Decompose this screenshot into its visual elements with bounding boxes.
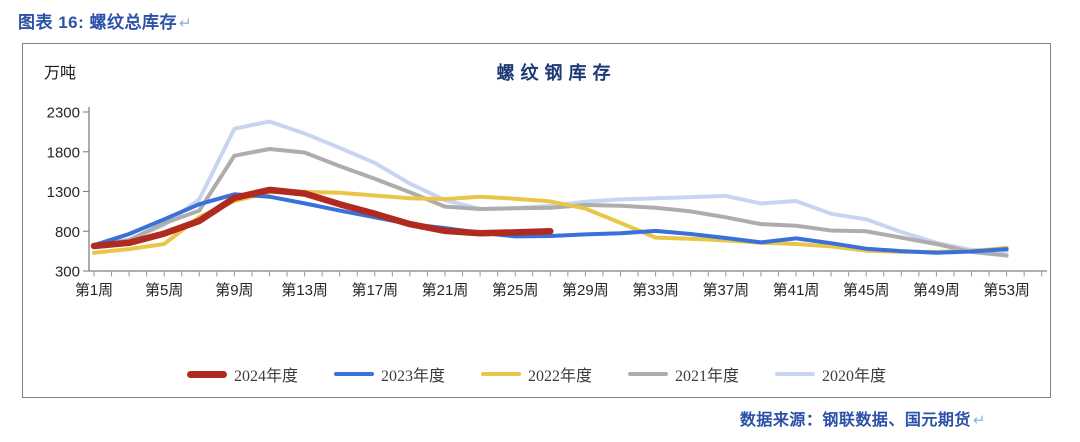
y-axis: 300 800 1300 1800 2300 xyxy=(47,105,89,281)
paragraph-return-icon: ↵ xyxy=(179,15,193,32)
x-axis: 第1周 第5周 第9周 第13周 第17周 第21周 第25周 第29周 第33周 第37周 第41… xyxy=(75,271,1043,299)
y-tick-label: 300 xyxy=(55,264,80,281)
x-tick-label: 第21周 xyxy=(422,281,469,299)
figure-caption: 图表 16: 螺纹总库存 ↵ xyxy=(18,8,192,33)
data-source-text: 数据来源：钢联数据、国元期货 xyxy=(739,412,971,429)
figure-caption-text: 图表 16: 螺纹总库存 xyxy=(18,13,178,32)
data-source: 数据来源：钢联数据、国元期货 ↵ xyxy=(740,406,986,430)
line-chart-canvas: 300800130018002300第1周 第5周 第9周 第13周 第17周 第21周第… xyxy=(47,105,1047,299)
chart-panel: 万吨 螺纹钢库存 300 800 1300 1800 2300 第1周 第5周 第9周 第13周… xyxy=(22,43,1051,398)
legend-label: 2021年度 xyxy=(675,368,740,385)
x-tick-label: 第53周 xyxy=(983,281,1030,299)
legend-swatch-icon xyxy=(333,372,374,376)
x-tick-label: 第25周 xyxy=(492,281,539,299)
x-tick-label: 第45周 xyxy=(843,281,890,299)
x-tick-label: 第37周 xyxy=(702,281,749,299)
legend-item-2023年度: 2023年度 xyxy=(333,362,445,386)
legend-item-2022年度: 2022年度 xyxy=(480,362,592,386)
paragraph-return-icon: ↵ xyxy=(972,412,986,429)
series-line-2024年度 xyxy=(90,186,554,250)
y-tick-label: 800 xyxy=(55,224,80,241)
legend-swatch-icon xyxy=(480,372,521,376)
x-tick-label: 第9周 xyxy=(215,281,253,299)
chart-legend: 2024年度 2023年度 2022年度 2021年度 2020年度 xyxy=(23,362,1050,386)
chart-title: 螺纹钢库存 xyxy=(496,63,617,83)
legend-item-2021年度: 2021年度 xyxy=(628,362,739,386)
y-axis-unit-label: 万吨 xyxy=(44,65,77,82)
series-line-2021年度 xyxy=(92,147,1009,258)
y-tick-label: 2300 xyxy=(47,105,80,122)
x-tick-label: 第17周 xyxy=(351,281,398,299)
x-tick-label: 第49周 xyxy=(913,281,960,299)
x-tick-label: 第41周 xyxy=(773,281,820,299)
legend-label: 2024年度 xyxy=(233,368,298,385)
legend-label: 2020年度 xyxy=(822,368,887,385)
legend-item-2020年度: 2020年度 xyxy=(775,362,886,386)
legend-swatch-icon xyxy=(186,370,227,378)
legend-swatch-icon xyxy=(775,372,816,376)
x-tick-label: 第29周 xyxy=(562,281,609,299)
legend-item-2024年度: 2024年度 xyxy=(186,362,298,386)
x-tick-label: 第13周 xyxy=(281,281,328,299)
y-tick-label: 1800 xyxy=(47,144,80,161)
legend-label: 2023年度 xyxy=(380,368,445,385)
x-tick-label: 第1周 xyxy=(75,281,113,299)
x-tick-label: 第33周 xyxy=(632,281,679,299)
x-tick-label: 第5周 xyxy=(145,281,183,299)
legend-label: 2022年度 xyxy=(527,368,592,385)
legend-swatch-icon xyxy=(628,372,668,376)
y-tick-label: 1300 xyxy=(47,184,80,201)
